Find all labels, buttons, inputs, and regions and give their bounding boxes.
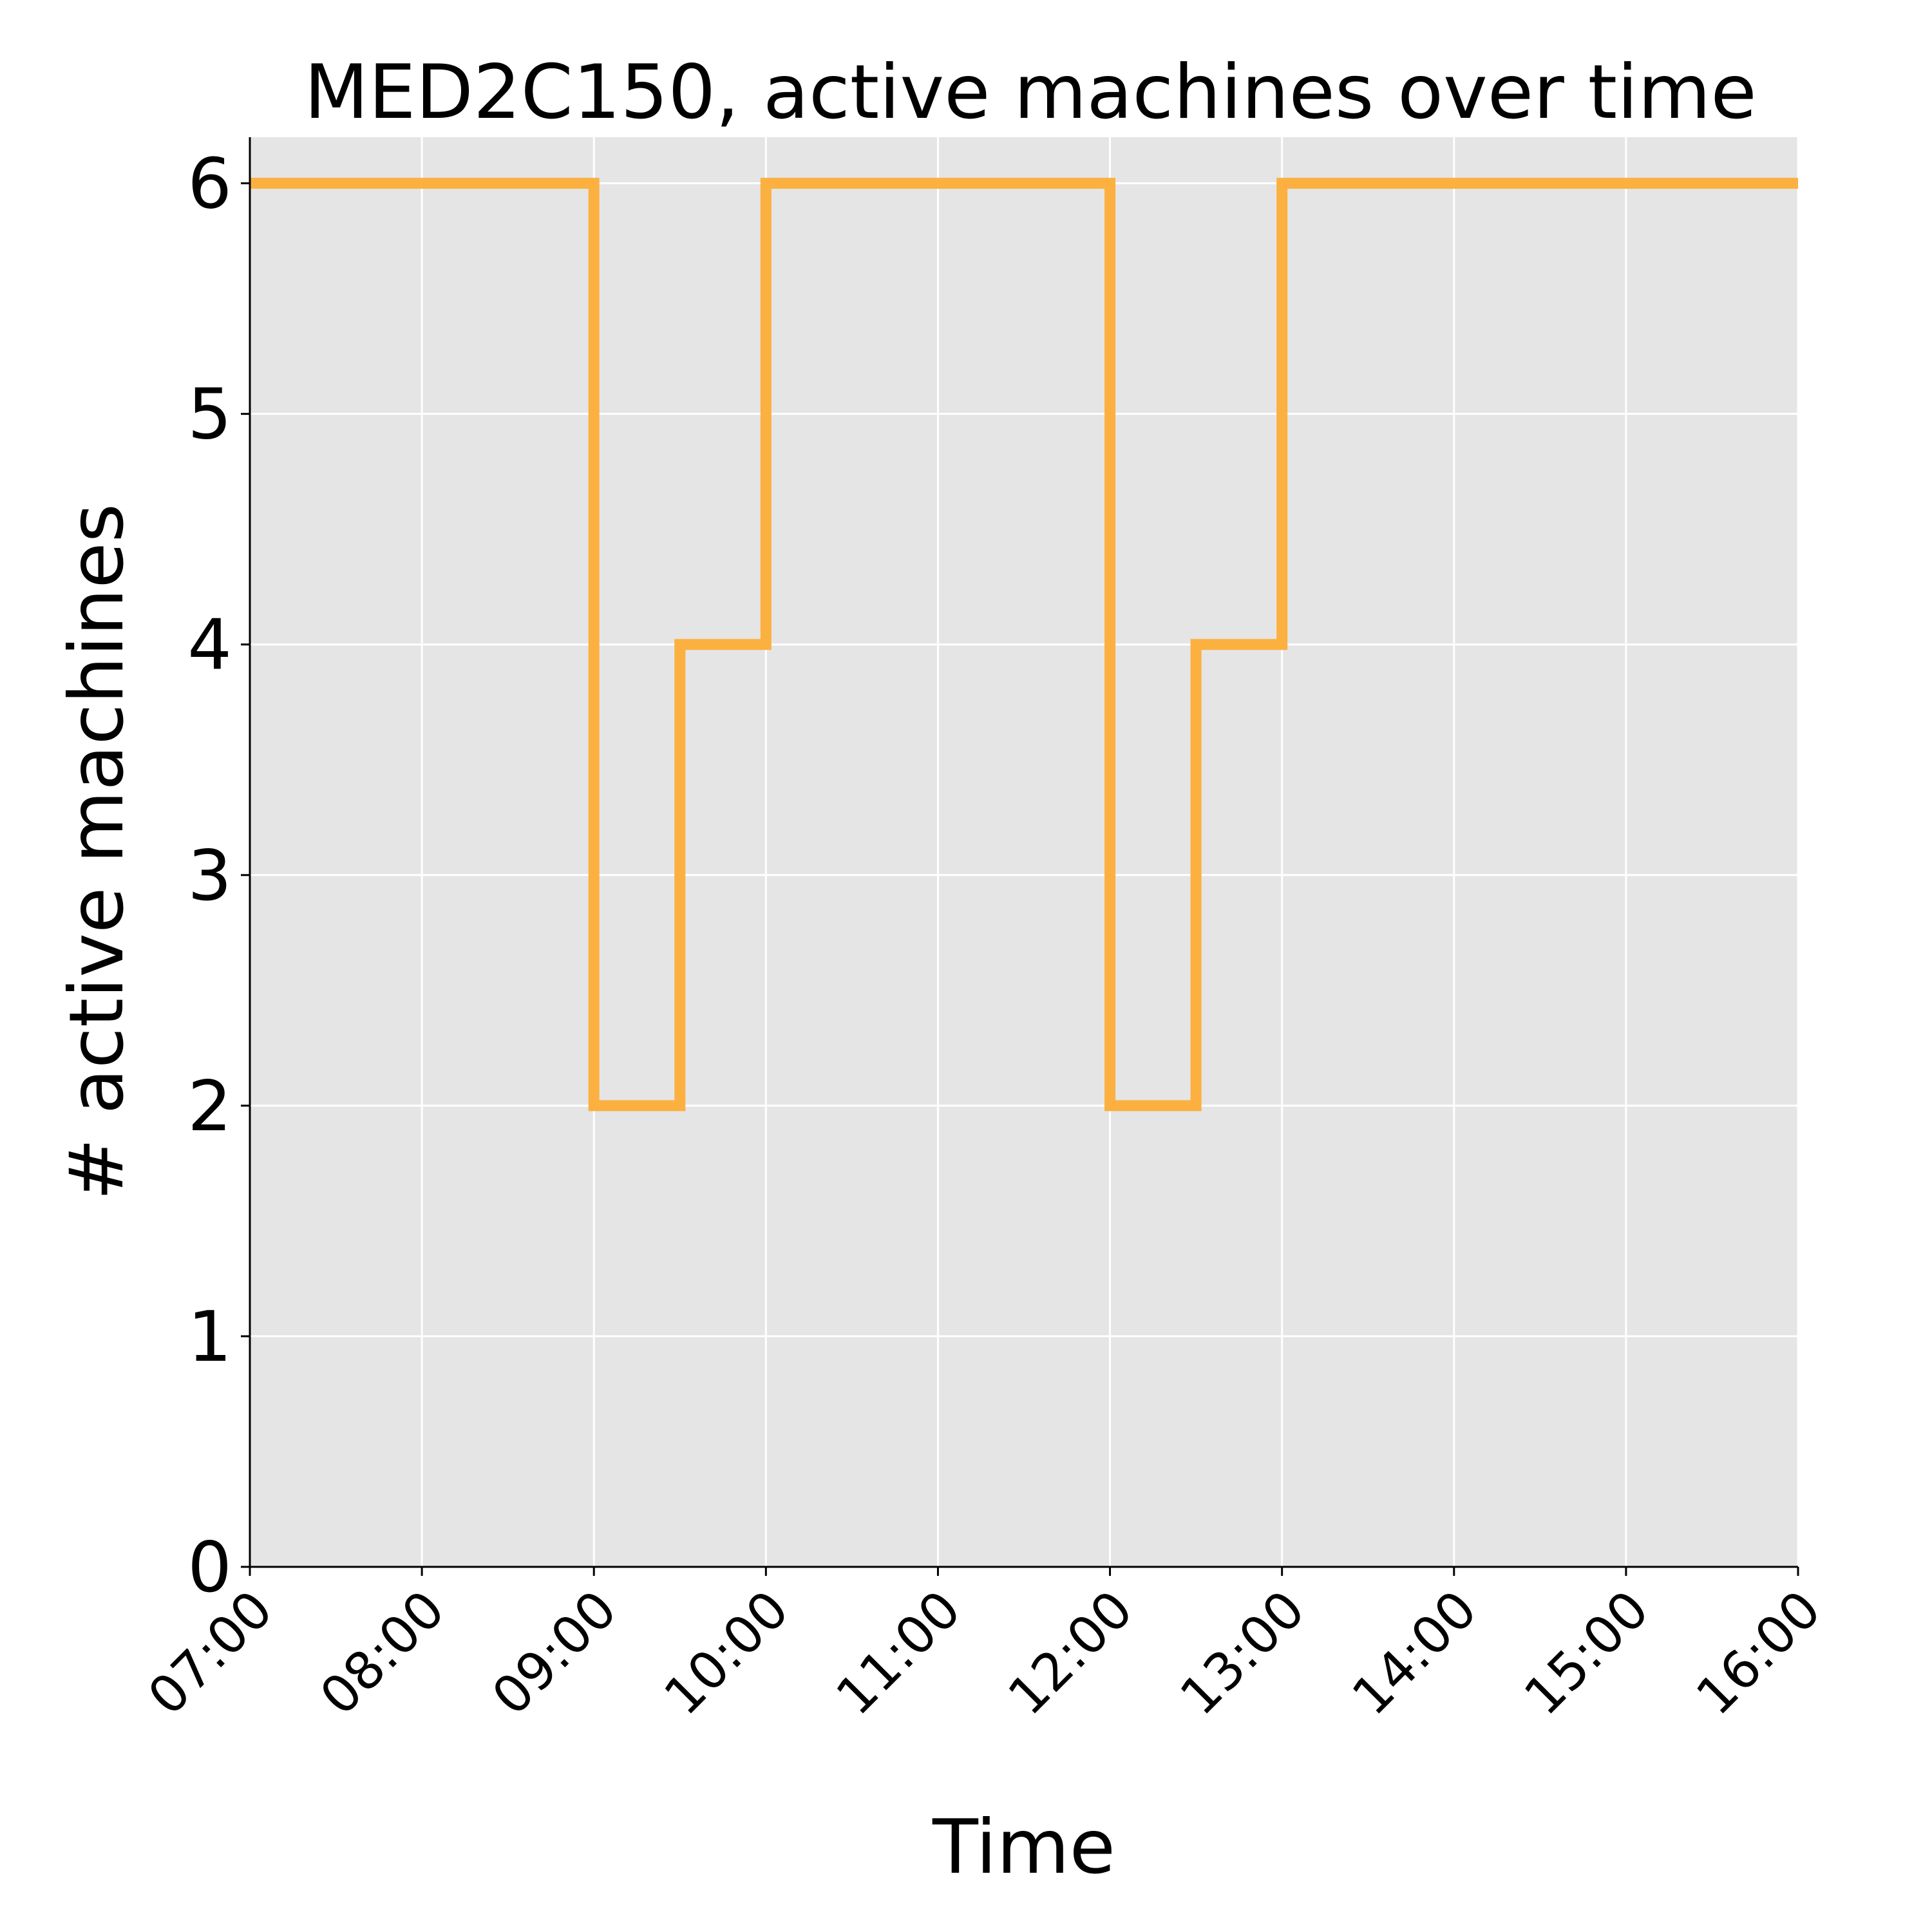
series-line bbox=[250, 178, 1798, 1112]
y-tick-label: 2 bbox=[187, 1066, 232, 1147]
y-axis-label: # active machines bbox=[53, 504, 140, 1200]
y-tick-label: 1 bbox=[187, 1297, 232, 1378]
series-layer bbox=[250, 178, 1798, 1112]
plot-background bbox=[250, 137, 1798, 1567]
y-axis-ticks: 0 1 2 3 4 5 6 bbox=[187, 144, 250, 1608]
y-tick-label: 6 bbox=[187, 144, 232, 225]
x-axis-label: Time bbox=[932, 1804, 1115, 1891]
chart-title: MED2C150, active machines over time bbox=[304, 49, 1757, 136]
y-tick-label: 0 bbox=[187, 1528, 232, 1608]
y-tick-label: 4 bbox=[187, 605, 232, 686]
y-tick-label: 3 bbox=[187, 836, 232, 916]
y-tick-label: 5 bbox=[187, 375, 232, 455]
